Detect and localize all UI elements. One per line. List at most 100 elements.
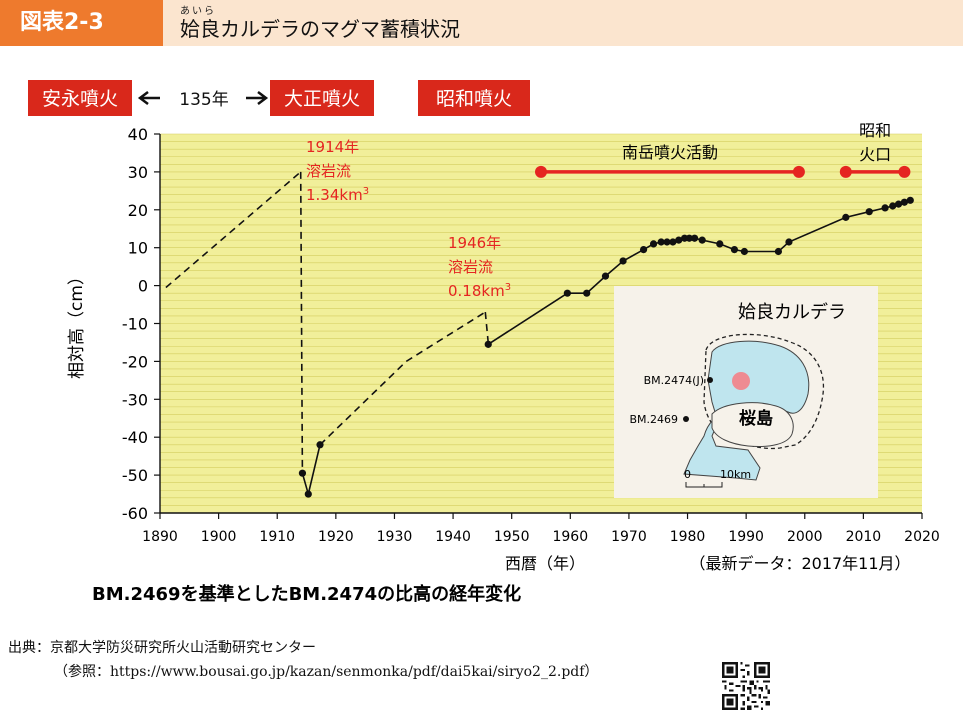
data-point-marker (685, 234, 693, 242)
bm2469-marker-icon (683, 416, 689, 422)
x-tick-label: 1930 (377, 529, 413, 545)
lava-annotation-line: 1946年 (448, 234, 501, 252)
activity-period-start-marker (535, 165, 547, 178)
sakurajima-label: 桜島 (739, 408, 773, 429)
activity-period-label: 南岳噴火活動 (622, 143, 718, 162)
x-tick-labels: 1890 1900 1910 1920 1930 1940 1950 1960 1970 1980… (142, 529, 940, 545)
bm2469-label: BM.2469 (629, 413, 678, 426)
data-point-marker (900, 198, 909, 206)
taisho-label: 大正噴火 (284, 88, 360, 110)
y-tick-label: 40 (128, 125, 148, 144)
x-tick-label: 2010 (846, 529, 882, 545)
source-url: （参照：https://www.bousai.go.jp/kazan/senmo… (54, 664, 599, 680)
x-axis-label: 西暦（年） (505, 554, 585, 573)
data-point-marker (730, 245, 739, 254)
data-point-marker (304, 490, 312, 498)
chart-caption: BM.2469を基準としたBM.2474の比高の経年変化 (92, 583, 521, 605)
y-tick-labels: 40 30 20 10 0 -10 -20 -30 -40 -50 -60 (122, 125, 148, 523)
activity-period-label: 火口 (859, 145, 891, 164)
y-tick-label: -50 (122, 466, 148, 485)
lava-annotation-line: 0.18km3 (448, 282, 511, 300)
lava-annotation-line: 溶岩流 (448, 258, 493, 276)
data-point-marker (716, 240, 724, 248)
data-point-marker (484, 340, 492, 348)
data-point-marker (298, 469, 307, 477)
activity-period-label: 昭和 (859, 121, 891, 140)
eruption-labels: 安永噴火 135年 大正噴火 昭和噴火 (28, 80, 530, 116)
series-line (484, 312, 489, 343)
data-point-marker (881, 204, 889, 212)
y-tick-label: -10 (122, 315, 148, 334)
y-tick-label: -20 (122, 352, 148, 371)
bm2474-marker-icon (707, 377, 713, 383)
header-bar: 図表2-3 あいら 姶良カルデラのマグマ蓄積状況 (0, 0, 963, 46)
superscript-three: 3 (505, 282, 511, 293)
data-point-marker (906, 196, 914, 204)
data-point-marker (649, 240, 658, 248)
latest-data-note: （最新データ：2017年11月） (689, 554, 910, 573)
data-point-marker (639, 245, 648, 254)
volcano-chart: 安永噴火 135年 大正噴火 昭和噴火 403020100-10-20-30-4… (28, 80, 940, 605)
activity-period-start-marker (839, 165, 852, 178)
x-tick-label: 2020 (904, 529, 940, 545)
data-point-marker (316, 441, 324, 449)
x-tick-label: 1960 (552, 529, 588, 545)
data-point-marker (842, 213, 850, 221)
data-point-marker (657, 238, 665, 246)
lava-annotation-line: 1.34km3 (306, 186, 369, 204)
data-point-marker (663, 238, 671, 246)
data-point-marker (669, 238, 677, 246)
x-tick-label: 2000 (787, 529, 823, 545)
y-tick-label: 30 (128, 163, 148, 182)
anei-label: 安永噴火 (42, 88, 118, 110)
data-point-marker (563, 289, 571, 297)
x-tick-label: 1940 (435, 529, 471, 545)
arrow-right-icon (246, 91, 269, 105)
series-line (319, 311, 486, 446)
x-tick-label: 1900 (201, 529, 237, 545)
y-tick-label: 0 (138, 277, 148, 296)
taisho-box (270, 80, 374, 116)
arrow-left-icon (137, 91, 160, 105)
data-point-marker (698, 236, 706, 244)
data-point-marker (619, 257, 627, 265)
qr-code-icon[interactable] (722, 662, 770, 710)
sakurajima-island (711, 402, 794, 447)
x-tick-label: 1970 (611, 529, 647, 545)
series-line (299, 171, 304, 474)
y-tick-label: 20 (128, 201, 148, 220)
data-point-marker (865, 208, 873, 216)
inset-map-title: 姶良カルデラ (738, 302, 846, 323)
x-tick-label: 1990 (728, 529, 764, 545)
data-point-marker (690, 234, 699, 242)
figure-number: 図表2-3 (0, 0, 163, 46)
axes (154, 133, 923, 519)
activity-period-end-marker (792, 165, 805, 178)
y-tick-label: -40 (122, 428, 148, 447)
scale-bar (685, 482, 723, 488)
y-tick-label: 10 (128, 239, 148, 258)
superscript-three: 3 (363, 186, 369, 197)
scale-zero: 0 (684, 468, 691, 481)
y-tick-label: -60 (122, 504, 148, 523)
x-tick-label: 1910 (259, 529, 295, 545)
lava-annotation-line: 1914年 (306, 138, 359, 156)
data-point-marker (894, 200, 903, 208)
activity-period-end-marker (898, 165, 911, 178)
y-axis-label: 相対高（cm） (67, 268, 87, 379)
source-block: 出典：京都大学防災研究所火山活動研究センター （参照：https://www.b… (8, 636, 598, 684)
chart-area: 安永噴火 135年 大正噴火 昭和噴火 40 30 20 10 0 -10 -20 -30 -4… (0, 50, 963, 640)
data-point-marker (601, 272, 610, 280)
scale-ten: 10km (720, 468, 751, 481)
title-ruby: あいら (180, 6, 216, 17)
lava-annotation-line: 溶岩流 (306, 162, 351, 180)
y-tick-label: -30 (122, 390, 148, 409)
data-point-marker (785, 238, 793, 246)
x-tick-label: 1950 (494, 529, 530, 545)
magma-source-icon (732, 372, 750, 390)
anei-box (28, 80, 132, 116)
source-line: 出典：京都大学防災研究所火山活動研究センター (8, 640, 316, 656)
data-point-marker (740, 247, 748, 256)
showa-label: 昭和噴火 (436, 88, 512, 110)
